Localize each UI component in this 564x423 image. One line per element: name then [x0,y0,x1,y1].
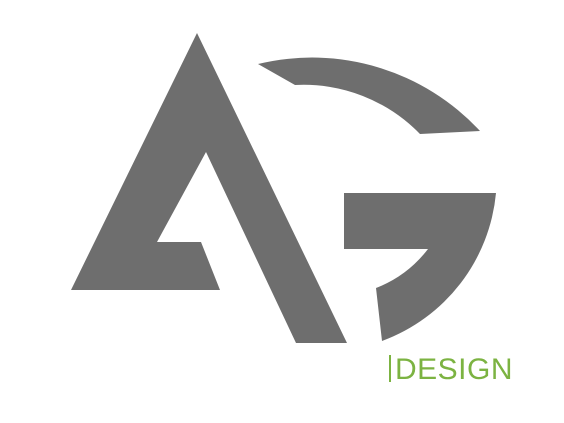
divider-bar [389,355,391,382]
design-wordmark: DESIGN [389,353,513,387]
design-label: DESIGN [395,353,514,386]
letter-g-shape [258,57,496,342]
letter-a-shape [71,33,347,343]
